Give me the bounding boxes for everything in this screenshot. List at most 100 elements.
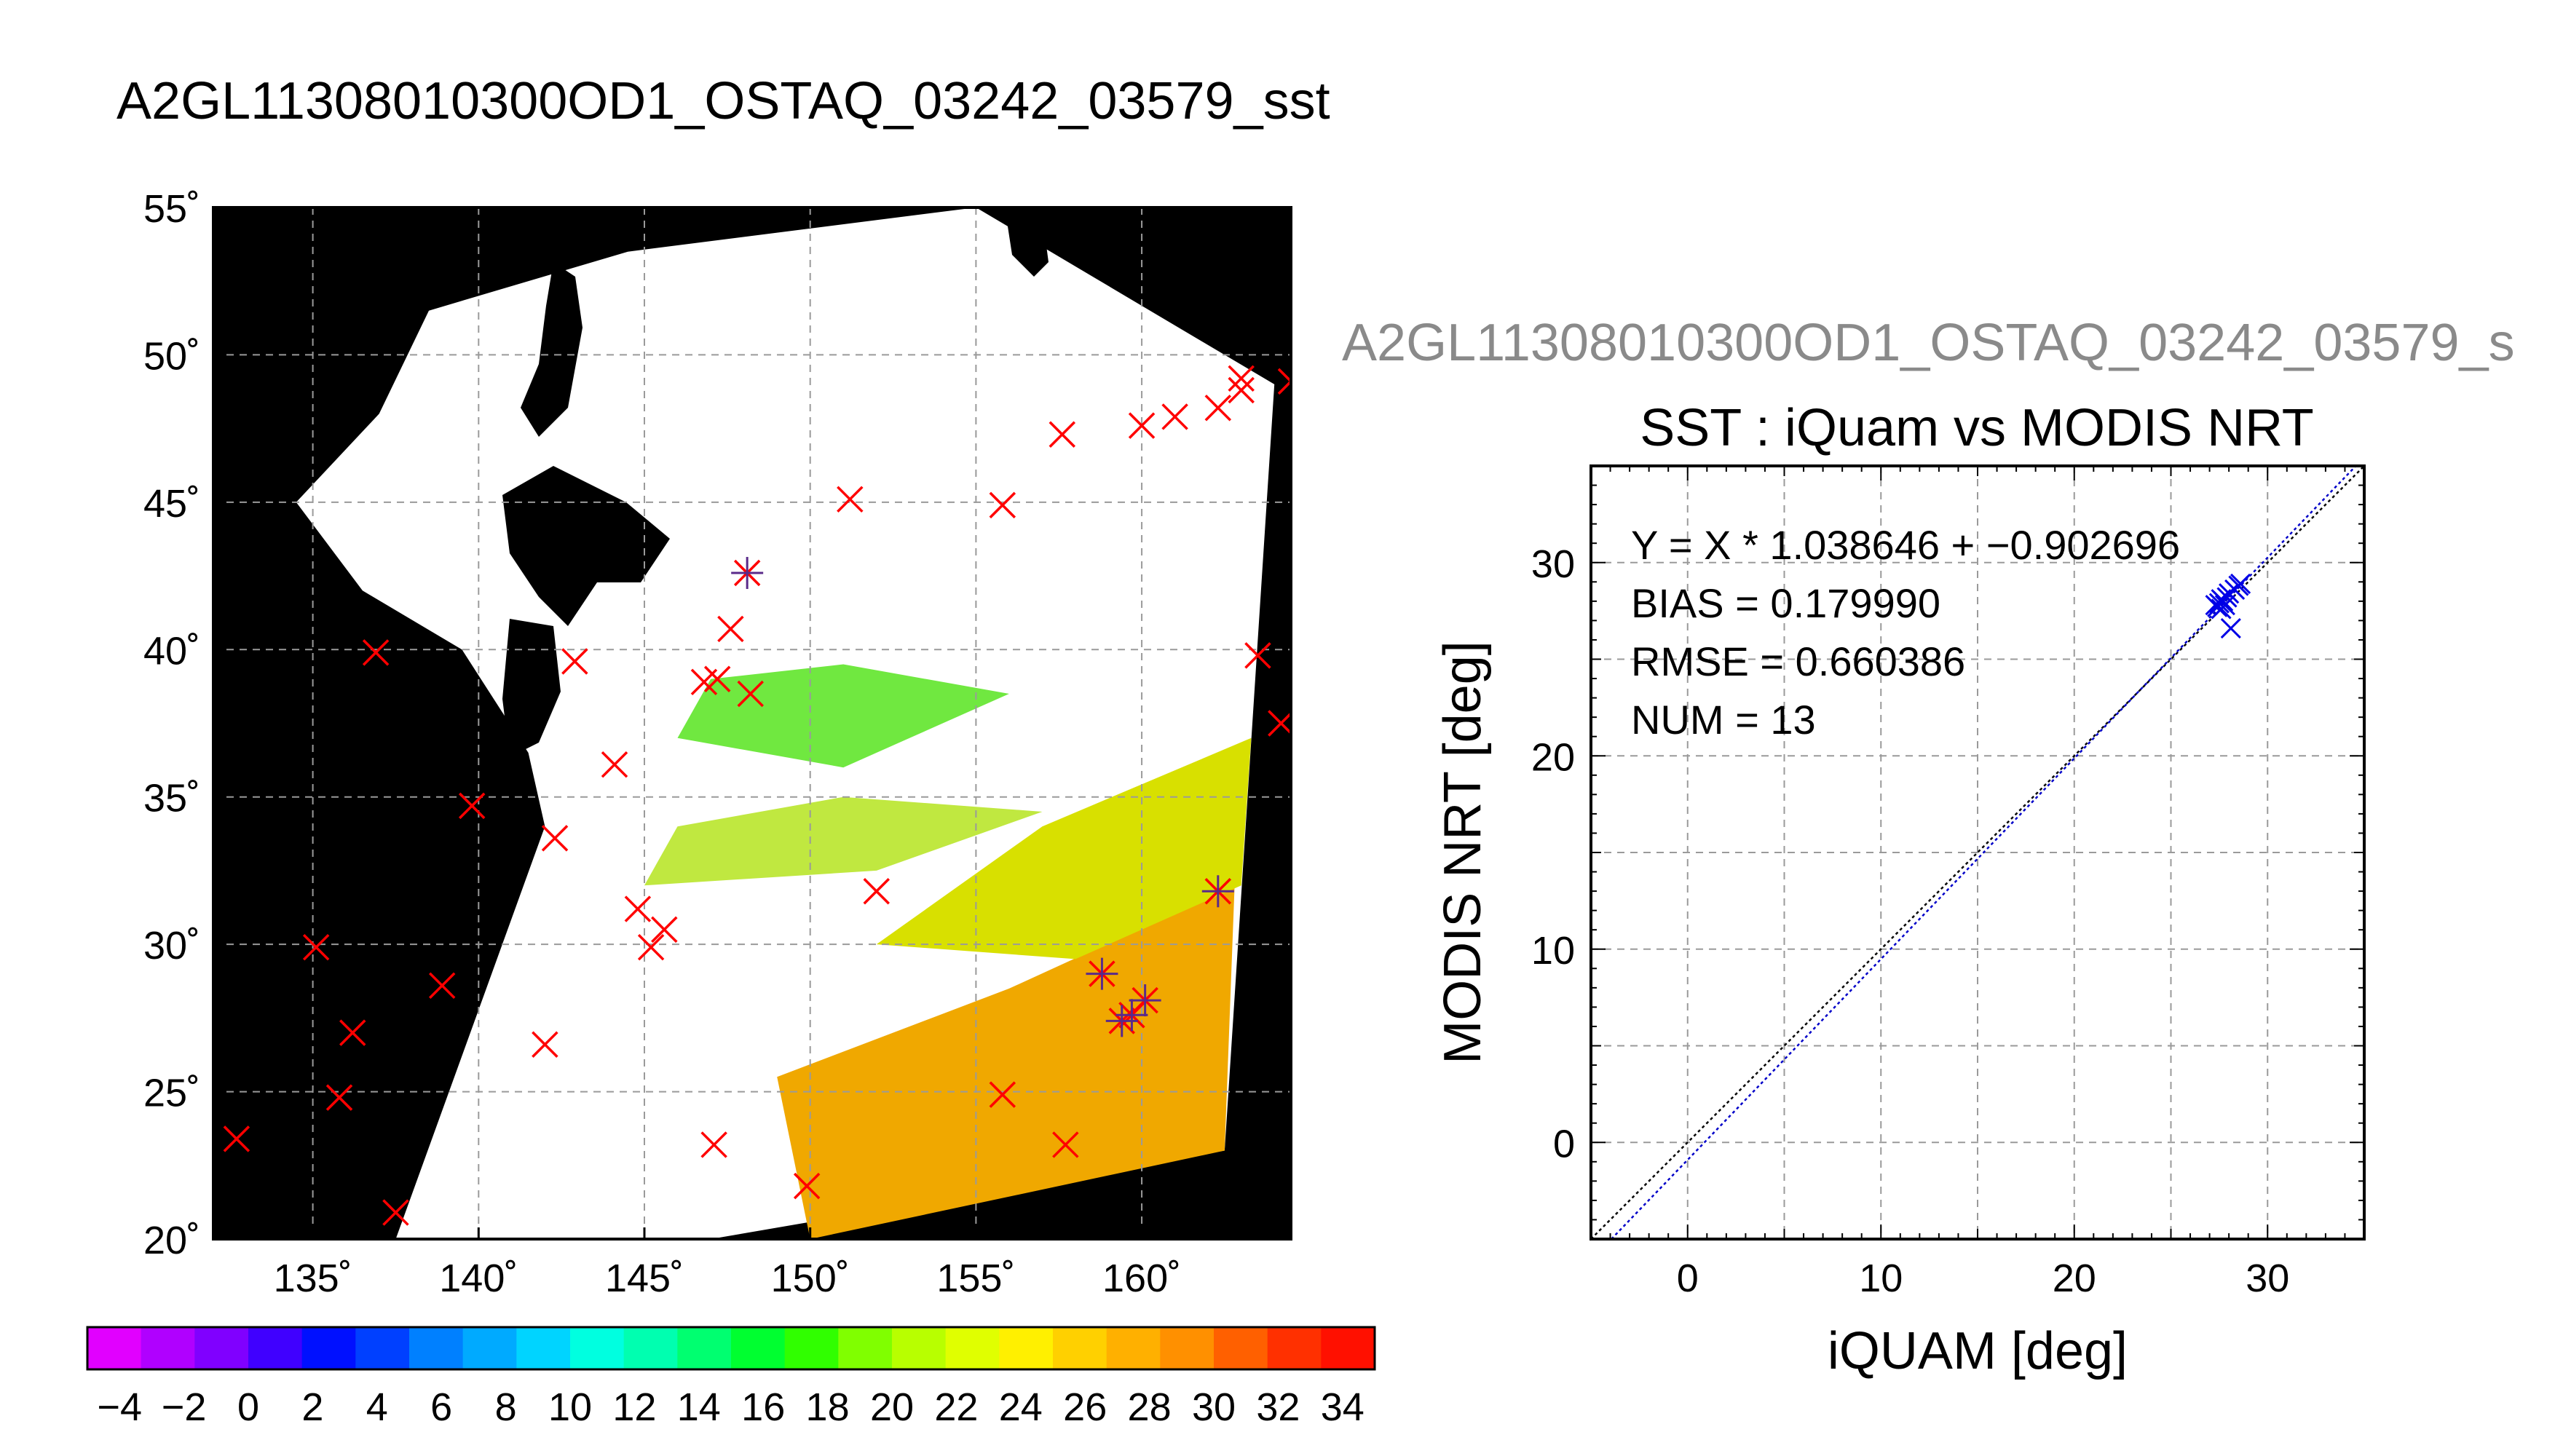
valid-matchup-marker [731,557,764,590]
colorbar-tick-label: 30 [1192,1385,1236,1429]
land-masses [502,207,1049,757]
sst-region-subtropical [777,885,1235,1239]
colorbar-tick-label: 32 [1256,1385,1300,1429]
scatter-annotation: BIAS = 0.179990 [1631,580,1940,626]
colorbar-cell [1267,1327,1322,1369]
colorbar-tick-label: 26 [1063,1385,1107,1429]
scatter-reference-lines [1590,465,2365,1240]
map-ticks [213,206,1143,1241]
map-title: A2GL11308010300OD1_OSTAQ_03242_03579_sst [117,72,1330,130]
map-tick-labels: 135˚ 140˚ 145˚ 150˚ 155˚ 160˚ 20˚ 25˚ 30˚ 35˚ 40˚ 4… [143,187,1181,1300]
colorbar-cell [248,1327,303,1369]
colorbar-tick-label: 8 [495,1385,517,1429]
map-y-tick-label: 25˚ [143,1072,200,1115]
colorbar-tick-label: 22 [934,1385,978,1429]
matchup-marker [989,491,1016,519]
scatter-annotation: RMSE = 0.660386 [1631,638,1965,684]
matchup-marker [339,1019,366,1046]
sst-region-kuroshio [644,796,1043,886]
colorbar-labels: −4 −2 0 2 4 6 8 10 12 14 16 18 20 22 24 26 28 30 32 34 [97,1385,1364,1429]
matchup-marker [1161,403,1188,430]
scatter-annotation: NUM = 13 [1631,697,1816,743]
regression-fit-line [1611,465,2357,1240]
map-y-tick-label: 55˚ [143,187,200,231]
colorbar-cell [1321,1327,1375,1369]
valid-matchup-marker [1129,984,1161,1017]
colorbar-tick-label: 34 [1321,1385,1365,1429]
scatter-x-axis-label: iQUAM [deg] [1828,1322,2128,1380]
map-x-tick-label: 135˚ [274,1257,352,1300]
land-kamchatka [1005,207,1049,277]
land-hokkaido [502,466,670,626]
scatter-header: A2GL11308010300OD1_OSTAQ_03242_03579_s [1342,314,2515,372]
matchup-marker [541,825,569,852]
colorbar-cells [87,1327,1375,1369]
map-x-tick-label: 140˚ [439,1257,518,1300]
colorbar-tick-label: −4 [97,1385,142,1429]
colorbar-tick-label: 0 [237,1385,259,1429]
matchup-marker [1052,1131,1079,1158]
colorbar-cell [892,1327,947,1369]
colorbar-tick-label: 16 [741,1385,785,1429]
colorbar-cell [141,1327,195,1369]
colorbar-cell [623,1327,678,1369]
colorbar-cell [1160,1327,1215,1369]
matchup-marker [624,895,652,922]
matchup-marker [1228,365,1255,392]
matchup-marker [1244,642,1271,669]
scatter-x-tick-label: 20 [2053,1257,2096,1300]
scatter-y-axis-label: MODIS NRT [deg] [1434,641,1492,1064]
colorbar-tick-label: 20 [870,1385,914,1429]
scatter-annotation: Y = X * 1.038646 + −0.902696 [1631,522,2180,568]
colorbar-cell [87,1327,142,1369]
map-x-tick-label: 155˚ [936,1257,1015,1300]
matchup-marker [1128,412,1156,439]
valid-matchup-marker [1105,1005,1138,1037]
matchup-marker [637,933,665,961]
map-y-tick-label: 45˚ [143,482,200,526]
scatter-tick-labels: 0 10 20 30 0 10 20 30 [1531,542,2289,1300]
matchup-marker [717,615,744,643]
matchup-markers [223,365,1291,1226]
valid-matchup-marker [1201,875,1234,908]
map-y-tick-label: 50˚ [143,334,200,378]
scatter-x-tick-label: 30 [2246,1257,2289,1300]
matchup-marker [362,639,390,666]
map-y-tick-label: 35˚ [143,777,200,820]
matchup-marker [651,916,678,943]
map-y-tick-label: 40˚ [143,629,200,673]
scatter-title: SST : iQuam vs MODIS NRT [1640,399,2314,457]
valid-matchup-marker [1086,957,1118,990]
scatter-annotations: Y = X * 1.038646 + −0.902696 BIAS = 0.179… [1631,522,2180,743]
land-sakhalin [521,262,583,437]
colorbar-cell [516,1327,571,1369]
sst-region-subtropical-front [876,737,1252,960]
scatter-y-tick-label: 30 [1531,542,1575,586]
colorbar-cell [409,1327,464,1369]
colorbar-cell [1214,1327,1268,1369]
matchup-marker [561,648,588,675]
matchup-marker [382,1199,409,1226]
colorbar-tick-label: 14 [677,1385,721,1429]
scatter-points [2205,573,2251,639]
matchup-marker [1277,368,1291,395]
colorbar-cell [731,1327,786,1369]
colorbar-cell [301,1327,356,1369]
matchup-marker [601,751,628,778]
matchup-marker [863,878,891,905]
matchup-marker [737,680,764,708]
colorbar-tick-label: −2 [162,1385,207,1429]
matchup-marker [223,1125,250,1152]
matchup-marker [458,792,486,820]
matchup-marker [325,1084,353,1111]
colorbar-cell [1053,1327,1107,1369]
matchup-marker [1268,710,1291,737]
colorbar-tick-label: 4 [366,1385,388,1429]
matchup-marker [703,665,731,693]
matchup-marker [302,933,330,961]
matchup-marker [1049,421,1076,448]
scatter-ticks [1590,465,2365,1240]
scatter-y-tick-label: 10 [1531,929,1575,973]
colorbar-cell [1106,1327,1161,1369]
